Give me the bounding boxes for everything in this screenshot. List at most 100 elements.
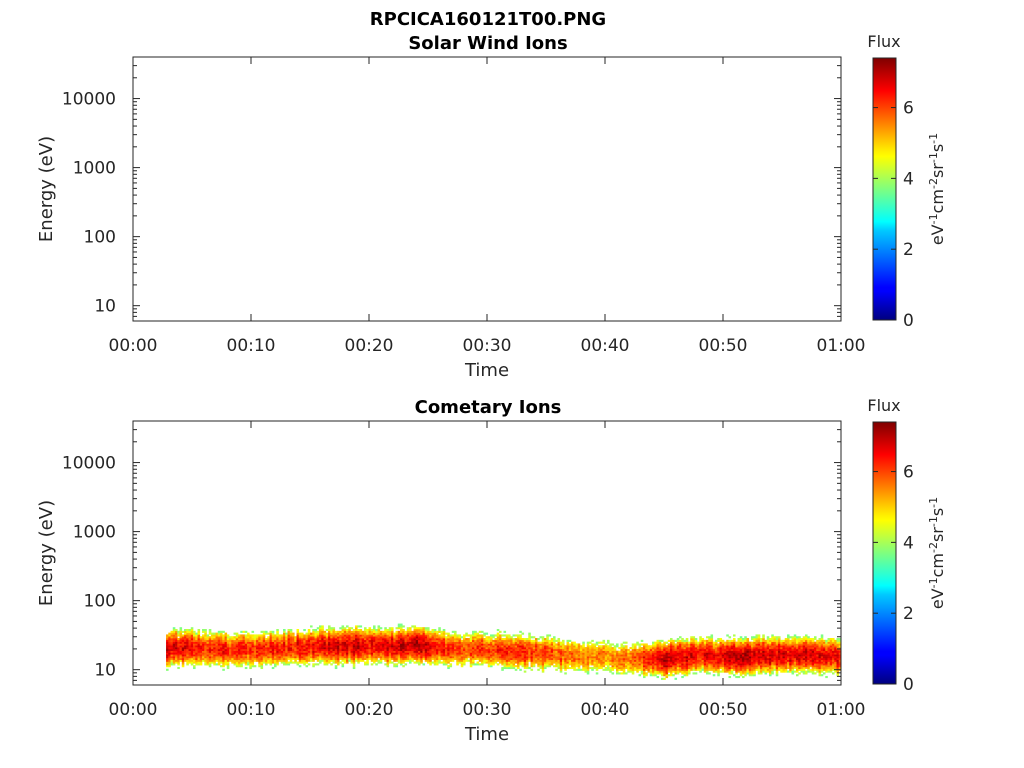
spectrogram-cell	[377, 630, 381, 633]
spectrogram-cell	[364, 652, 367, 655]
spectrogram-cell	[721, 650, 725, 653]
spectrogram-cell	[418, 636, 421, 639]
spectrogram-cell	[330, 663, 333, 666]
spectrogram-cell	[636, 641, 639, 644]
spectrogram-cell	[476, 641, 480, 644]
spectrogram-cell	[247, 643, 250, 646]
spectrogram-cell	[559, 648, 563, 651]
spectrogram-cell	[305, 657, 309, 661]
spectrogram-cell	[352, 630, 356, 633]
spectrogram-cell	[769, 663, 772, 666]
spectrogram-cell	[719, 638, 723, 641]
spectrogram-cell	[393, 665, 396, 668]
spectrogram-cell	[359, 656, 363, 659]
spectrogram-cell	[505, 663, 509, 666]
spectrogram-cell	[559, 654, 563, 657]
spectrogram-cell	[319, 627, 322, 630]
spectrogram-cell	[395, 656, 399, 659]
spectrogram-cell	[510, 659, 513, 662]
spectrogram-cell	[233, 647, 237, 650]
spectrogram-cell	[681, 654, 684, 657]
spectrogram-cell	[589, 645, 592, 648]
spectrogram-cell	[555, 659, 558, 662]
spectrogram-cell	[325, 636, 329, 639]
spectrogram-cell	[280, 661, 284, 664]
spectrogram-cell	[168, 643, 171, 646]
spectrogram-cell	[706, 636, 709, 639]
spectrogram-cell	[681, 666, 684, 670]
spectrogram-cell	[499, 650, 502, 653]
spectrogram-cell	[238, 657, 241, 661]
spectrogram-cell	[564, 656, 567, 659]
spectrogram-cell	[726, 647, 729, 650]
spectrogram-cell	[499, 661, 502, 664]
spectrogram-cell	[404, 641, 408, 644]
spectrogram-cell	[424, 648, 428, 651]
spectrogram-cell	[384, 630, 387, 633]
spectrogram-cell	[427, 641, 430, 644]
spectrogram-cell	[690, 665, 693, 668]
spectrogram-cell	[424, 629, 428, 632]
spectrogram-cell	[447, 634, 450, 637]
spectrogram-cell	[316, 639, 320, 642]
spectrogram-cell	[404, 663, 408, 666]
spectrogram-cell	[404, 647, 408, 650]
spectrogram-cell	[625, 666, 628, 670]
spectrogram-cell	[548, 663, 552, 666]
spectrogram-cell	[431, 654, 435, 657]
spectrogram-cell	[206, 647, 210, 650]
spectrogram-cell	[440, 654, 444, 657]
spectrogram-cell	[582, 657, 585, 661]
spectrogram-cell	[400, 639, 403, 642]
spectrogram-cell	[694, 663, 698, 666]
spectrogram-cell	[681, 648, 684, 651]
spectrogram-cell	[238, 638, 241, 641]
spectrogram-cell	[517, 652, 520, 655]
spectrogram-cell	[699, 638, 702, 641]
spectrogram-cell	[366, 663, 369, 666]
spectrogram-cell	[181, 645, 185, 648]
spectrogram-cell	[658, 665, 662, 668]
spectrogram-cell	[289, 652, 293, 655]
spectrogram-cell	[555, 647, 558, 650]
spectrogram-cell	[418, 643, 421, 646]
spectrogram-cell	[409, 659, 412, 662]
spectrogram-cell	[314, 634, 318, 637]
spectrogram-cell	[431, 641, 435, 644]
spectrogram-cell	[456, 663, 459, 666]
spectrogram-cell	[242, 639, 246, 642]
spectrogram-cell	[217, 639, 221, 642]
spectrogram-cell	[332, 643, 336, 646]
spectrogram-cell	[620, 652, 624, 655]
spectrogram-cell	[703, 643, 707, 646]
spectrogram-cell	[244, 643, 248, 646]
spectrogram-cell	[287, 656, 291, 659]
spectrogram-cell	[699, 636, 702, 639]
spectrogram-cell	[427, 627, 430, 630]
spectrogram-cell	[411, 654, 414, 657]
spectrogram-cell	[348, 638, 351, 641]
spectrogram-cell	[280, 657, 284, 661]
spectrogram-cell	[762, 665, 765, 668]
spectrogram-cell	[341, 654, 345, 657]
spectrogram-cell	[733, 656, 736, 659]
spectrogram-cell	[512, 639, 516, 642]
spectrogram-cell	[476, 650, 480, 653]
spectrogram-cell	[195, 647, 198, 650]
spectrogram-cell	[510, 652, 513, 655]
spectrogram-cell	[325, 639, 329, 642]
spectrogram-cell	[226, 645, 230, 648]
spectrogram-cell	[584, 650, 588, 653]
spectrogram-cell	[757, 638, 761, 641]
spectrogram-cell	[172, 632, 176, 635]
spectrogram-cell	[373, 629, 376, 632]
spectrogram-cell	[521, 643, 525, 646]
spectrogram-cell	[616, 670, 619, 673]
spectrogram-cell	[438, 657, 441, 661]
spectrogram-cell	[586, 670, 590, 673]
spectrogram-cell	[400, 659, 403, 662]
spectrogram-cell	[442, 654, 446, 657]
spectrogram-cell	[303, 648, 306, 651]
spectrogram-cell	[303, 638, 306, 641]
spectrogram-cell	[737, 647, 741, 650]
